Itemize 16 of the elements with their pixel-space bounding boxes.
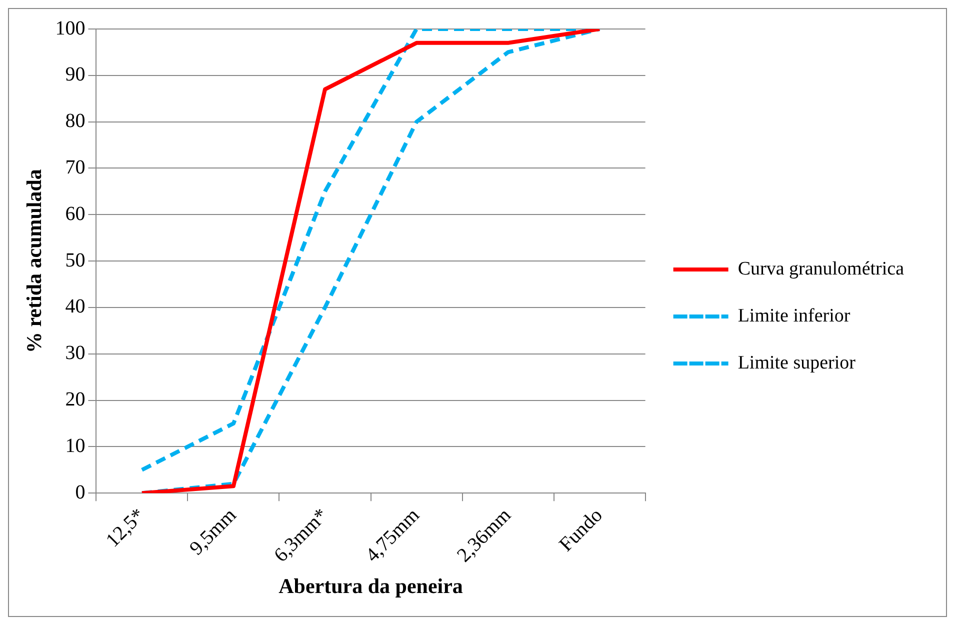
x-axis-title: Abertura da peneira [278,574,464,598]
legend-label: Limite inferior [738,305,851,326]
y-tick-label: 60 [65,202,86,225]
y-tick-label: 0 [75,481,86,504]
y-tick-label: 70 [65,156,86,178]
y-axis-title: % retida acumulada [22,168,46,354]
y-tick-label: 20 [65,388,86,411]
y-tick-label: 30 [65,342,86,364]
y-tick-label: 40 [65,296,86,318]
y-tick-label: 80 [65,110,86,132]
y-tick-label: 90 [65,64,86,86]
y-tick-label: 100 [55,17,86,40]
y-tick-label: 50 [65,249,86,272]
y-tick-label: 10 [65,434,86,457]
legend-label: Curva granulométrica [738,258,905,280]
legend-label: Limite superior [738,352,856,374]
